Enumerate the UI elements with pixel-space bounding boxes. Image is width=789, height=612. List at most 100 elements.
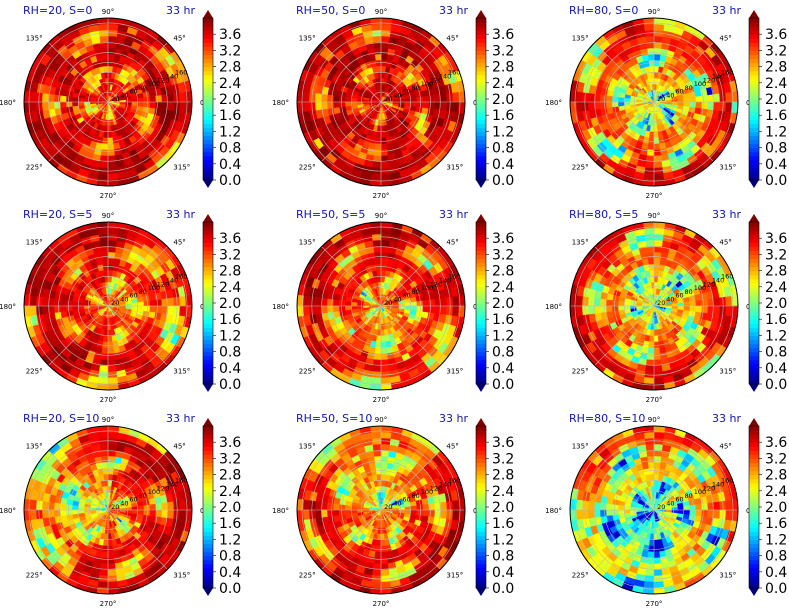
heatmap-cells bbox=[296, 221, 466, 391]
heatmap-cell bbox=[103, 335, 109, 343]
heatmap-cell bbox=[599, 101, 607, 110]
radial-tick-label: 120 bbox=[157, 280, 169, 288]
polar-grid bbox=[24, 18, 192, 186]
colorbar-segment bbox=[476, 254, 486, 260]
polar-heatmap: 0°45°90°135°180°225°270°315°204060801001… bbox=[272, 8, 514, 200]
colorbar-tick-label: 0.0 bbox=[765, 377, 787, 393]
radial-tick-label: 100 bbox=[421, 80, 433, 88]
radial-tick-label: 160 bbox=[448, 69, 460, 77]
heatmap-cells bbox=[569, 17, 739, 187]
colorbar-segment bbox=[476, 167, 486, 173]
colorbar-segment bbox=[749, 238, 759, 243]
angle-tick-label: 45° bbox=[173, 35, 185, 43]
colorbar-segment bbox=[203, 335, 213, 341]
colorbar-tick-label: 3.6 bbox=[492, 231, 514, 247]
heatmap-cell bbox=[605, 95, 613, 103]
angle-tick-label: 270° bbox=[373, 192, 390, 200]
heatmap-cell bbox=[326, 94, 334, 103]
colorbar-segment bbox=[749, 282, 759, 288]
panel-title: RH=20, S=10 bbox=[23, 412, 100, 425]
colorbar-segment bbox=[749, 363, 759, 369]
radial-tick-label: 60 bbox=[129, 88, 137, 96]
heatmap-cell bbox=[380, 347, 388, 355]
panel-title: RH=50, S=0 bbox=[296, 4, 366, 17]
heatmap-cell bbox=[370, 173, 382, 181]
colorbar-segment bbox=[476, 163, 486, 169]
heatmap-cell bbox=[440, 101, 448, 111]
radial-tick-label: 100 bbox=[694, 80, 706, 88]
heatmap-cell bbox=[643, 173, 655, 181]
colorbar-segment bbox=[476, 70, 486, 76]
colorbar-segment bbox=[476, 46, 486, 51]
angle-tick-label: 45° bbox=[719, 239, 731, 247]
colorbar-segment bbox=[203, 355, 213, 361]
colorbar-tick-label: 2.0 bbox=[765, 92, 787, 108]
colorbar-extend-min bbox=[476, 384, 486, 392]
colorbar-segment bbox=[749, 222, 759, 227]
heatmap-cell bbox=[350, 301, 358, 307]
heatmap-cell bbox=[380, 251, 389, 259]
colorbar-tick-label: 0.4 bbox=[765, 157, 787, 173]
heatmap-cell bbox=[611, 300, 619, 307]
panel-time-label: 33 hr bbox=[166, 412, 195, 425]
colorbar-segment bbox=[203, 167, 213, 173]
colorbar-segment bbox=[203, 107, 213, 112]
polar-panel: RH=20, S=533 hr0°45°90°135°180°225°270°3… bbox=[0, 204, 263, 408]
colorbar-segment bbox=[203, 38, 213, 43]
angular-gridline bbox=[653, 305, 714, 366]
colorbar: 0.00.40.81.21.62.02.42.83.23.6 bbox=[202, 214, 241, 393]
heatmap-cell bbox=[380, 377, 392, 385]
heatmap-cell bbox=[53, 101, 61, 110]
colorbar-tick-label: 1.2 bbox=[219, 124, 241, 140]
heatmap-cell bbox=[653, 59, 660, 67]
radial-tick-label: 60 bbox=[129, 292, 137, 300]
colorbar-extend-min bbox=[203, 180, 213, 188]
colorbar-segment bbox=[476, 147, 486, 153]
angular-gridline bbox=[321, 101, 382, 162]
colorbar-tick-label: 2.8 bbox=[492, 264, 514, 280]
colorbar-tick-label: 3.2 bbox=[765, 247, 787, 263]
heatmap-cell bbox=[125, 101, 133, 106]
heatmap-cell bbox=[338, 96, 346, 103]
angle-tick-label: 90° bbox=[102, 8, 114, 16]
colorbar-segment bbox=[476, 290, 486, 296]
panel-time-label: 33 hr bbox=[166, 208, 195, 221]
colorbar-segment bbox=[749, 323, 759, 328]
radial-tick-label: 100 bbox=[148, 284, 160, 292]
heatmap-cell bbox=[332, 95, 340, 103]
heatmap-cell bbox=[647, 347, 655, 355]
radial-tick-label: 20 bbox=[657, 95, 665, 103]
colorbar-segment bbox=[476, 127, 486, 132]
heatmap-cell bbox=[398, 305, 406, 310]
colorbar: 0.00.40.81.21.62.02.42.83.23.6 bbox=[748, 214, 787, 393]
colorbar-extend-min bbox=[476, 180, 486, 188]
heatmap-cell bbox=[107, 353, 116, 361]
colorbar-segment bbox=[749, 226, 759, 231]
heatmap-cell bbox=[440, 305, 448, 315]
heatmap-cell bbox=[683, 101, 691, 107]
heatmap-cell bbox=[332, 101, 340, 109]
heatmap-cell bbox=[725, 91, 733, 103]
colorbar-tick-label: 0.0 bbox=[219, 377, 241, 393]
polar-panel: RH=20, S=033 hr0°45°90°135°180°225°270°3… bbox=[0, 0, 263, 204]
colorbar-tick-label: 0.8 bbox=[492, 345, 514, 361]
heatmap-cell bbox=[629, 302, 637, 307]
heatmap-cell bbox=[689, 305, 697, 312]
colorbar-segment bbox=[749, 274, 759, 280]
angular-gridline bbox=[594, 101, 655, 162]
heatmap-cell bbox=[107, 275, 113, 283]
radial-tick-label: 120 bbox=[430, 76, 442, 84]
heatmap-cell bbox=[713, 305, 721, 315]
colorbar-segment bbox=[476, 78, 486, 84]
heatmap-cell bbox=[344, 97, 352, 103]
heatmap-cell bbox=[332, 305, 340, 313]
heatmap-cell bbox=[649, 125, 655, 133]
radial-tick-label: 160 bbox=[175, 69, 187, 77]
panel-time-label: 33 hr bbox=[712, 208, 741, 221]
colorbar-segment bbox=[749, 34, 759, 39]
radial-tick-label: 120 bbox=[703, 280, 715, 288]
heatmap-cell bbox=[373, 149, 382, 157]
colorbar-segment bbox=[476, 323, 486, 328]
heatmap-cell bbox=[701, 298, 709, 307]
heatmap-cell bbox=[155, 94, 163, 103]
